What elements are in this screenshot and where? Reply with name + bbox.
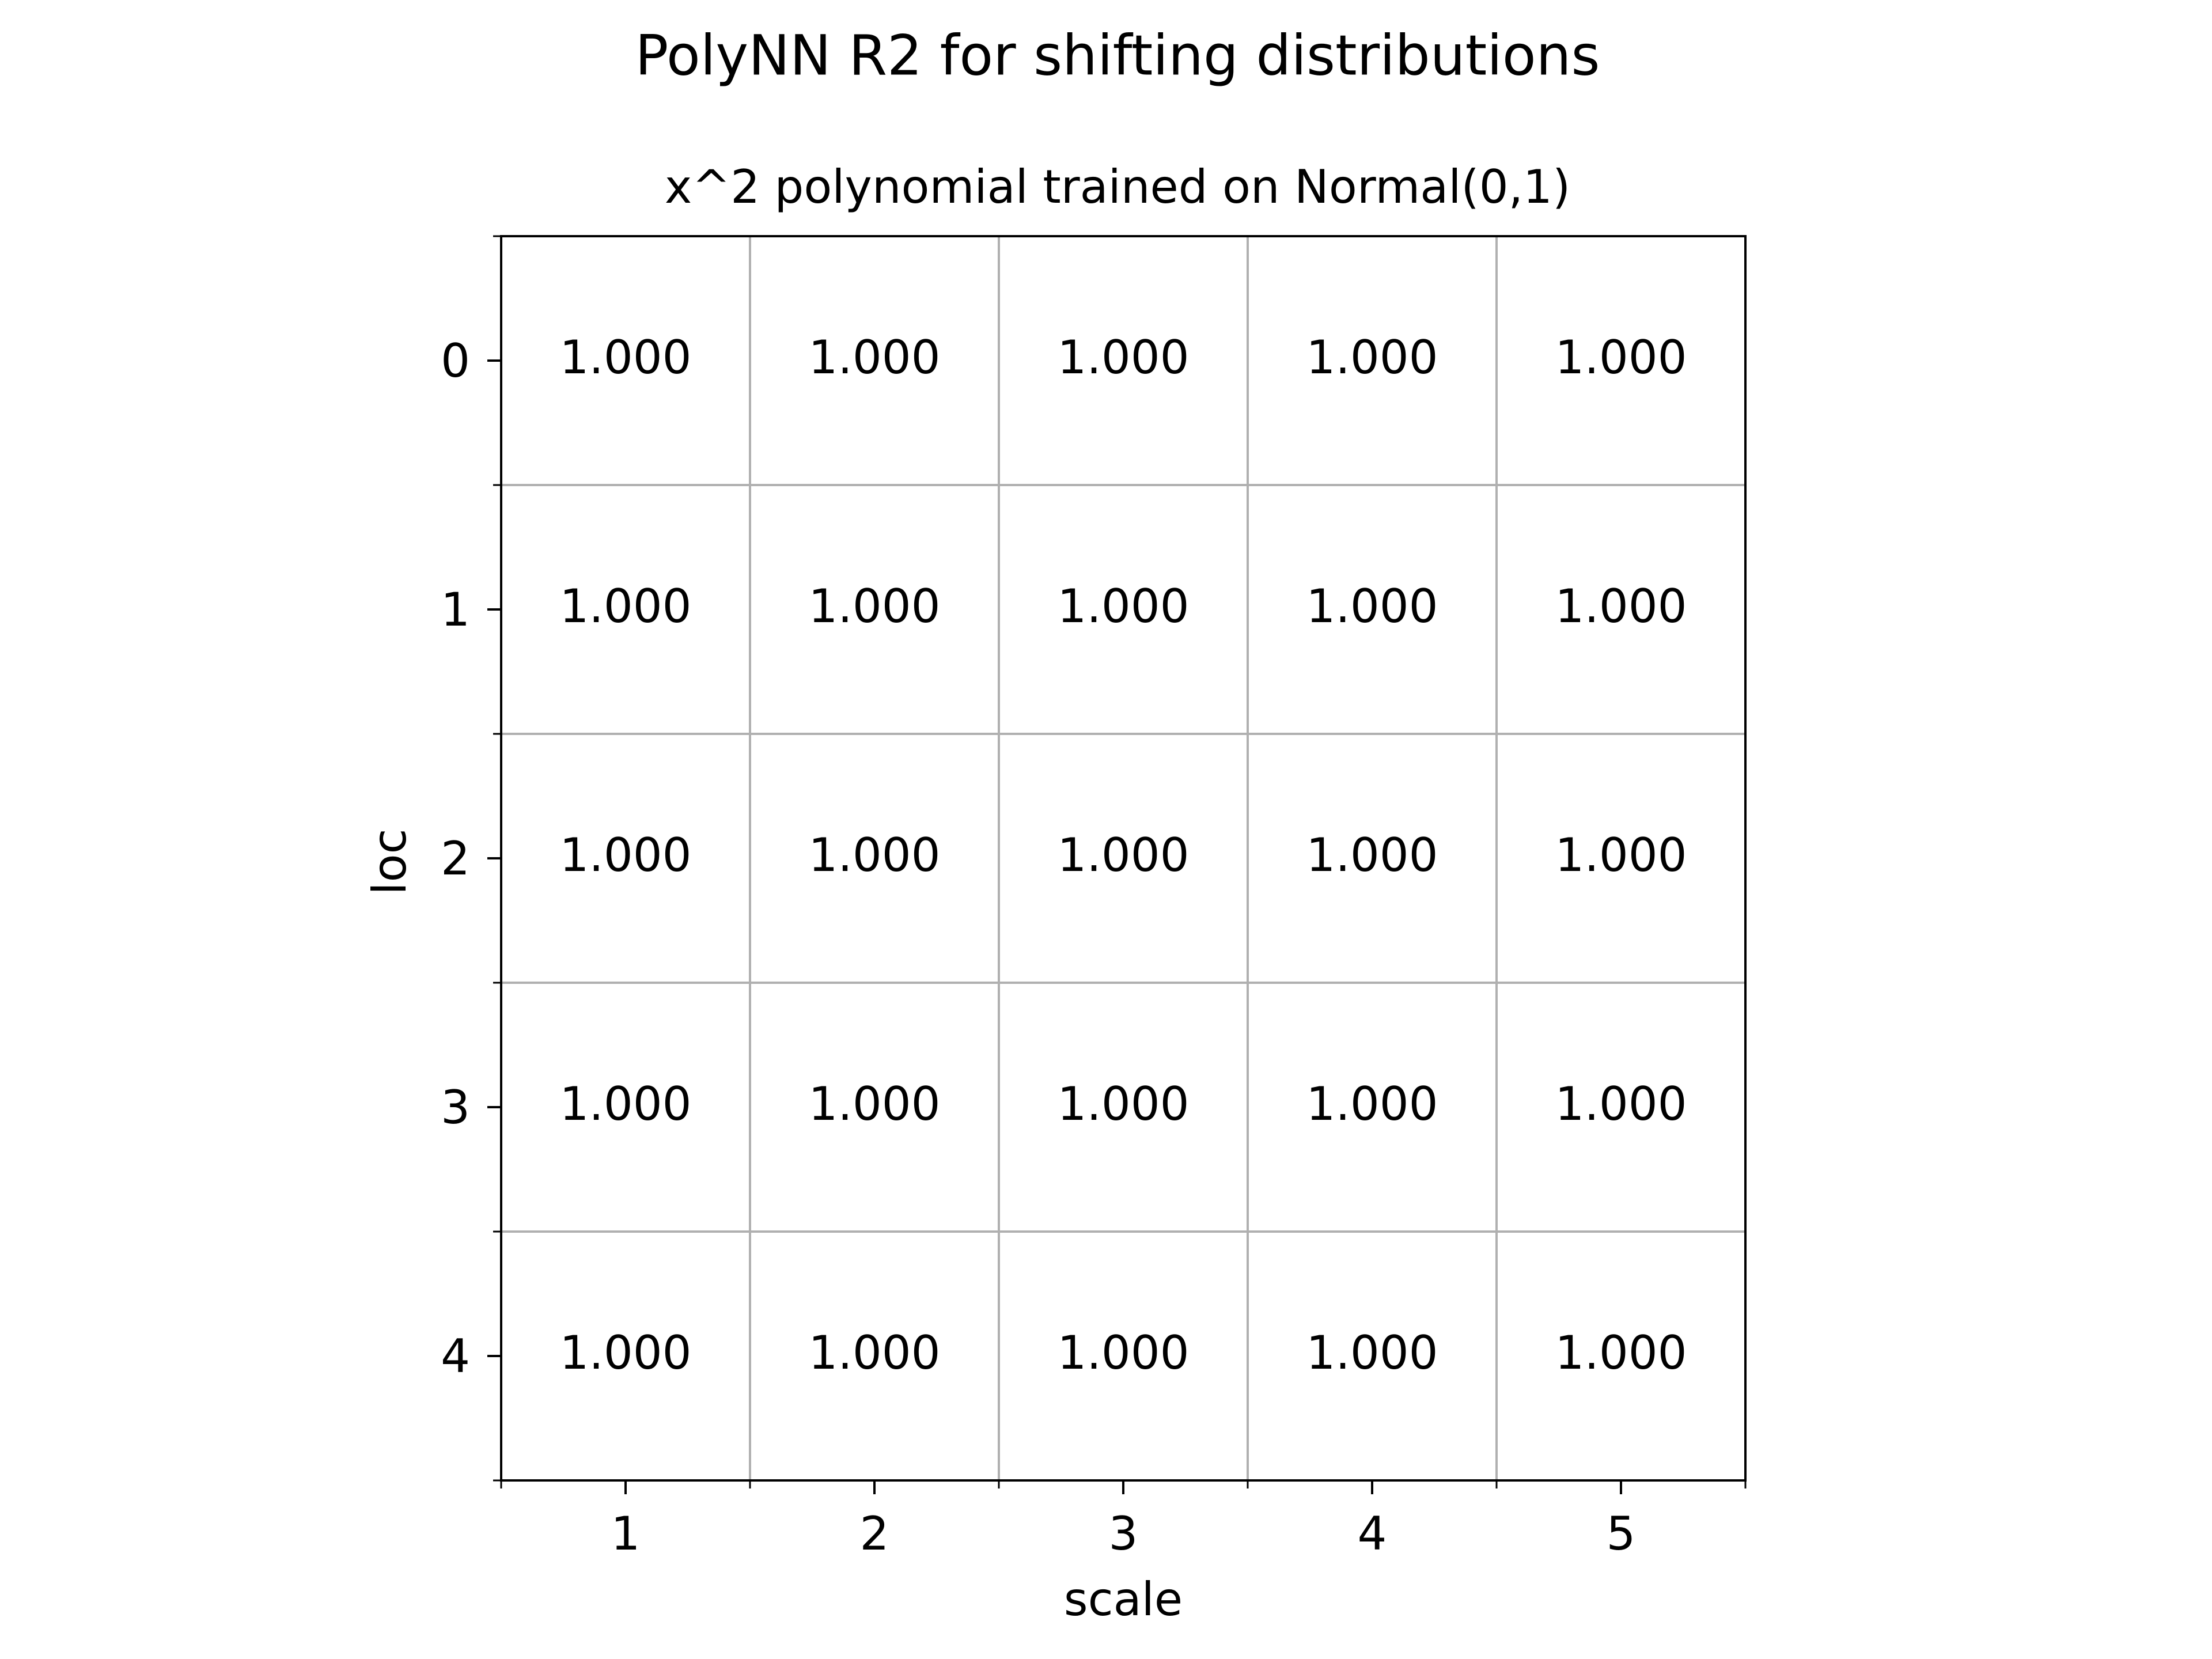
cell-value-label: 1.000 [1555, 579, 1687, 633]
cell-value-label: 1.000 [559, 1077, 691, 1131]
heatmap-cell [750, 983, 999, 1232]
y-tick-label: 2 [441, 832, 470, 885]
figure-suptitle: PolyNN R2 for shifting distributions [635, 23, 1600, 88]
heatmap-cell [501, 734, 750, 983]
cell-labels-layer: 1.000 1.000 1.000 1.000 1.000 1.000 1.000 1.000… [559, 331, 1687, 1380]
heatmap-cell [999, 983, 1248, 1232]
cell-value-label: 1.000 [808, 1077, 940, 1131]
heatmap-cell [1497, 485, 1745, 734]
cell-value-label: 1.000 [1306, 1077, 1438, 1131]
cell-value-label: 1.000 [1057, 331, 1189, 384]
ticks-layer: 1 2 3 4 5 0 1 2 3 4 [441, 235, 1747, 1560]
heatmap-cell [501, 236, 750, 485]
cell-value-label: 1.000 [1555, 828, 1687, 882]
heatmap-cell [750, 1232, 999, 1480]
x-tick-label: 4 [1358, 1507, 1387, 1560]
heatmap-cell [1248, 1232, 1497, 1480]
heatmap-cell [999, 485, 1248, 734]
grid-layer [501, 236, 1745, 1480]
cell-value-label: 1.000 [1306, 1326, 1438, 1380]
cell-value-label: 1.000 [1306, 828, 1438, 882]
x-axis-label: scale [1064, 1573, 1183, 1626]
heatmap-cell [1497, 236, 1745, 485]
cell-value-label: 1.000 [808, 828, 940, 882]
cell-value-label: 1.000 [1555, 1326, 1687, 1380]
y-tick-label: 0 [441, 334, 470, 388]
x-tick-label: 3 [1109, 1507, 1138, 1560]
y-tick-label: 1 [441, 583, 470, 637]
heatmap-cell [1497, 983, 1745, 1232]
x-tick-label: 5 [1607, 1507, 1636, 1560]
heatmap-cell [1248, 983, 1497, 1232]
heatmap-cell [501, 485, 750, 734]
y-axis-label: loc [363, 828, 416, 895]
heatmap-cell [1248, 734, 1497, 983]
cell-value-label: 1.000 [1306, 579, 1438, 633]
cell-value-label: 1.000 [1057, 828, 1189, 882]
heatmap-cell [750, 734, 999, 983]
heatmap-cell [999, 734, 1248, 983]
heatmap-cell [750, 236, 999, 485]
plot-frame [500, 235, 1747, 1482]
cell-value-label: 1.000 [1306, 331, 1438, 384]
y-tick-label: 4 [441, 1330, 470, 1383]
heatmap-cell [501, 1232, 750, 1480]
cell-value-label: 1.000 [559, 828, 691, 882]
cells-layer [501, 236, 1745, 1480]
cell-value-label: 1.000 [1555, 1077, 1687, 1131]
y-tick-label: 3 [441, 1081, 470, 1134]
cell-value-label: 1.000 [808, 1326, 940, 1380]
heatmap-cell [1248, 485, 1497, 734]
cell-value-label: 1.000 [808, 579, 940, 633]
x-tick-label: 2 [860, 1507, 889, 1560]
heatmap-cell [1497, 734, 1745, 983]
chart-title: x^2 polynomial trained on Normal(0,1) [665, 160, 1570, 214]
heatmap-cell [1248, 236, 1497, 485]
cell-value-label: 1.000 [1555, 331, 1687, 384]
heatmap-cell [501, 983, 750, 1232]
cell-value-label: 1.000 [1057, 1077, 1189, 1131]
cell-value-label: 1.000 [559, 1326, 691, 1380]
heatmap-cell [1497, 1232, 1745, 1480]
heatmap-cell [750, 485, 999, 734]
cell-value-label: 1.000 [559, 331, 691, 384]
cell-value-label: 1.000 [559, 579, 691, 633]
heatmap-cell [999, 1232, 1248, 1480]
x-tick-label: 1 [611, 1507, 641, 1560]
cell-value-label: 1.000 [1057, 1326, 1189, 1380]
cell-value-label: 1.000 [808, 331, 940, 384]
heatmap-cell [999, 236, 1248, 485]
cell-value-label: 1.000 [1057, 579, 1189, 633]
